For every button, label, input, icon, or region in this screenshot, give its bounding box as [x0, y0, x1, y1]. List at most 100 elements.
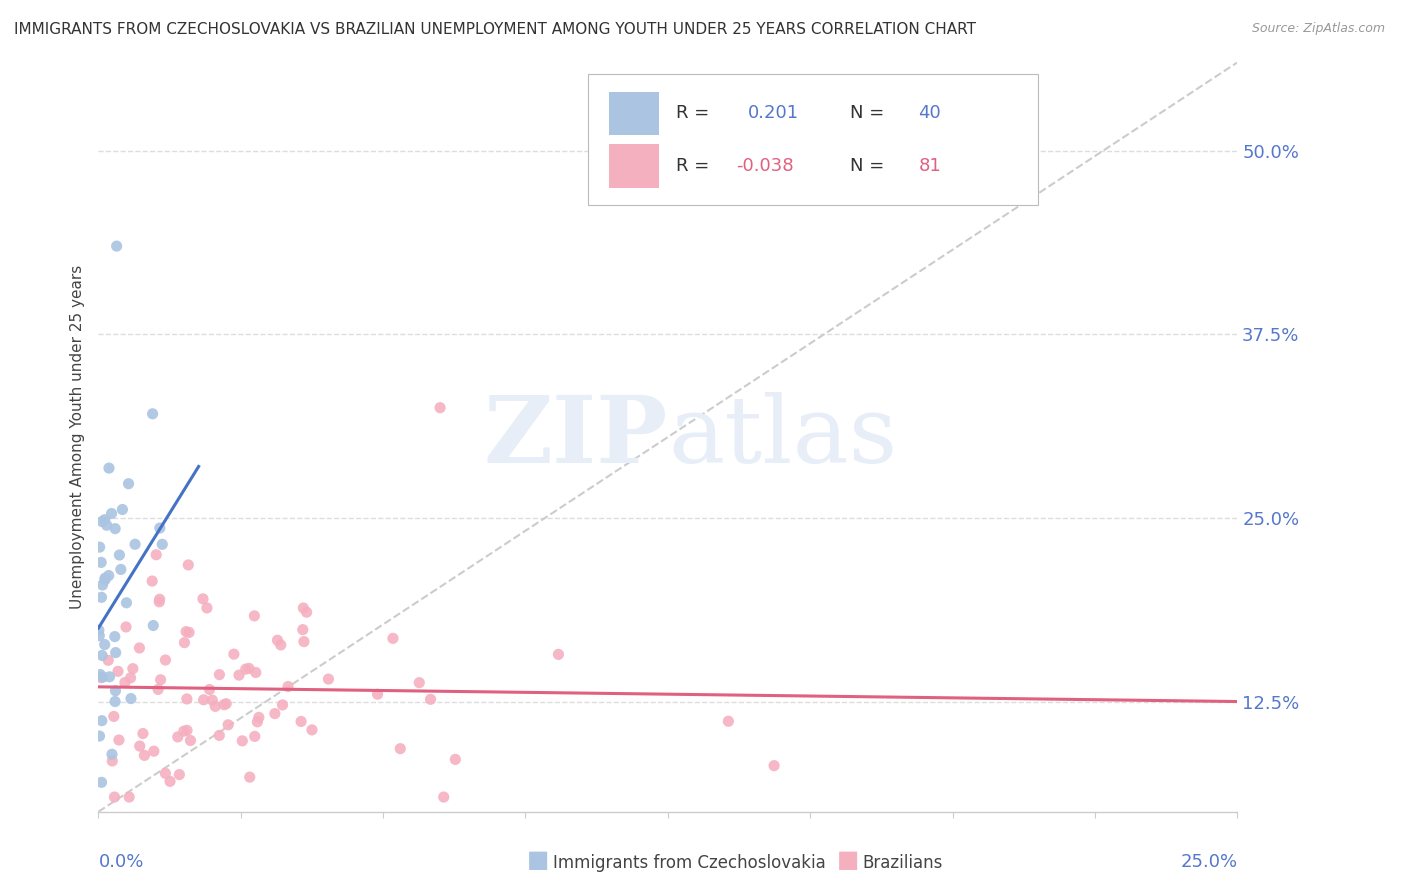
Point	[263, 706, 285, 721]
Point	[212, 698, 235, 712]
Point	[198, 682, 221, 697]
Point	[204, 699, 226, 714]
Point	[87, 623, 110, 637]
Point	[149, 592, 172, 607]
Text: Immigrants from Czechoslovakia: Immigrants from Czechoslovakia	[553, 855, 825, 872]
Point	[124, 537, 146, 551]
Text: 0.0%: 0.0%	[98, 853, 143, 871]
Point	[215, 697, 238, 711]
Text: 25.0%: 25.0%	[1180, 853, 1237, 871]
FancyBboxPatch shape	[609, 92, 659, 135]
Point	[277, 680, 299, 694]
Point	[134, 748, 156, 763]
Point	[108, 733, 131, 747]
Point	[142, 618, 165, 632]
Text: atlas: atlas	[668, 392, 897, 482]
Point	[103, 709, 125, 723]
Point	[104, 694, 127, 708]
Point	[89, 629, 111, 643]
Point	[91, 648, 114, 663]
Point	[547, 648, 569, 662]
Text: Brazilians: Brazilians	[862, 855, 942, 872]
Point	[217, 718, 239, 732]
Point	[266, 633, 288, 648]
Point	[243, 730, 266, 744]
Point	[246, 714, 269, 729]
Point	[717, 714, 740, 729]
Point	[177, 558, 200, 572]
Point	[90, 555, 112, 569]
Point	[191, 591, 214, 606]
Point	[301, 723, 323, 737]
Text: Source: ZipAtlas.com: Source: ZipAtlas.com	[1251, 22, 1385, 36]
Point	[115, 620, 138, 634]
Point	[97, 568, 120, 582]
Point	[235, 662, 257, 676]
Point	[141, 574, 163, 588]
Y-axis label: Unemployment Among Youth under 25 years: Unemployment Among Youth under 25 years	[69, 265, 84, 609]
Point	[120, 691, 142, 706]
Point	[429, 401, 451, 415]
Point	[100, 507, 122, 521]
Text: 81: 81	[918, 157, 941, 175]
FancyBboxPatch shape	[588, 74, 1038, 205]
Point	[104, 522, 127, 536]
Point	[104, 683, 127, 698]
Point	[108, 548, 131, 562]
Point	[120, 671, 142, 685]
Point	[93, 513, 115, 527]
Text: R =: R =	[676, 157, 709, 175]
Text: 0.201: 0.201	[748, 104, 799, 122]
Point	[201, 693, 224, 707]
Point	[173, 635, 195, 649]
Point	[318, 672, 340, 686]
Text: N =: N =	[851, 104, 884, 122]
Point	[89, 729, 111, 743]
Point	[295, 605, 318, 619]
Point	[381, 632, 404, 646]
Text: ■: ■	[837, 848, 859, 872]
Point	[367, 687, 389, 701]
FancyBboxPatch shape	[609, 145, 659, 187]
Point	[195, 601, 218, 615]
Point	[90, 591, 112, 605]
Point	[433, 790, 456, 805]
Point	[176, 692, 198, 706]
Point	[104, 630, 127, 644]
Point	[94, 573, 117, 587]
Point	[149, 521, 172, 535]
Point	[111, 502, 134, 516]
Point	[176, 723, 198, 738]
Point	[389, 741, 412, 756]
Text: 40: 40	[918, 104, 941, 122]
Point	[91, 670, 114, 684]
Point	[115, 596, 138, 610]
Point	[148, 595, 170, 609]
Point	[98, 670, 121, 684]
Point	[159, 774, 181, 789]
Point	[142, 407, 165, 421]
Point	[142, 744, 165, 758]
Point	[93, 638, 115, 652]
Point	[444, 752, 467, 766]
Point	[110, 562, 132, 576]
Point	[270, 638, 292, 652]
Point	[208, 728, 231, 742]
Point	[105, 239, 128, 253]
Point	[166, 730, 188, 744]
Point	[98, 461, 121, 475]
Point	[239, 770, 262, 784]
Point	[245, 665, 267, 680]
Point	[90, 775, 112, 789]
Point	[247, 710, 270, 724]
Point	[145, 548, 167, 562]
Point	[90, 714, 112, 728]
Point	[271, 698, 294, 712]
Text: R =: R =	[676, 104, 709, 122]
Point	[103, 790, 125, 805]
Point	[193, 693, 215, 707]
Point	[89, 540, 111, 554]
Text: ■: ■	[527, 848, 550, 872]
Point	[228, 668, 250, 682]
Point	[101, 754, 124, 768]
